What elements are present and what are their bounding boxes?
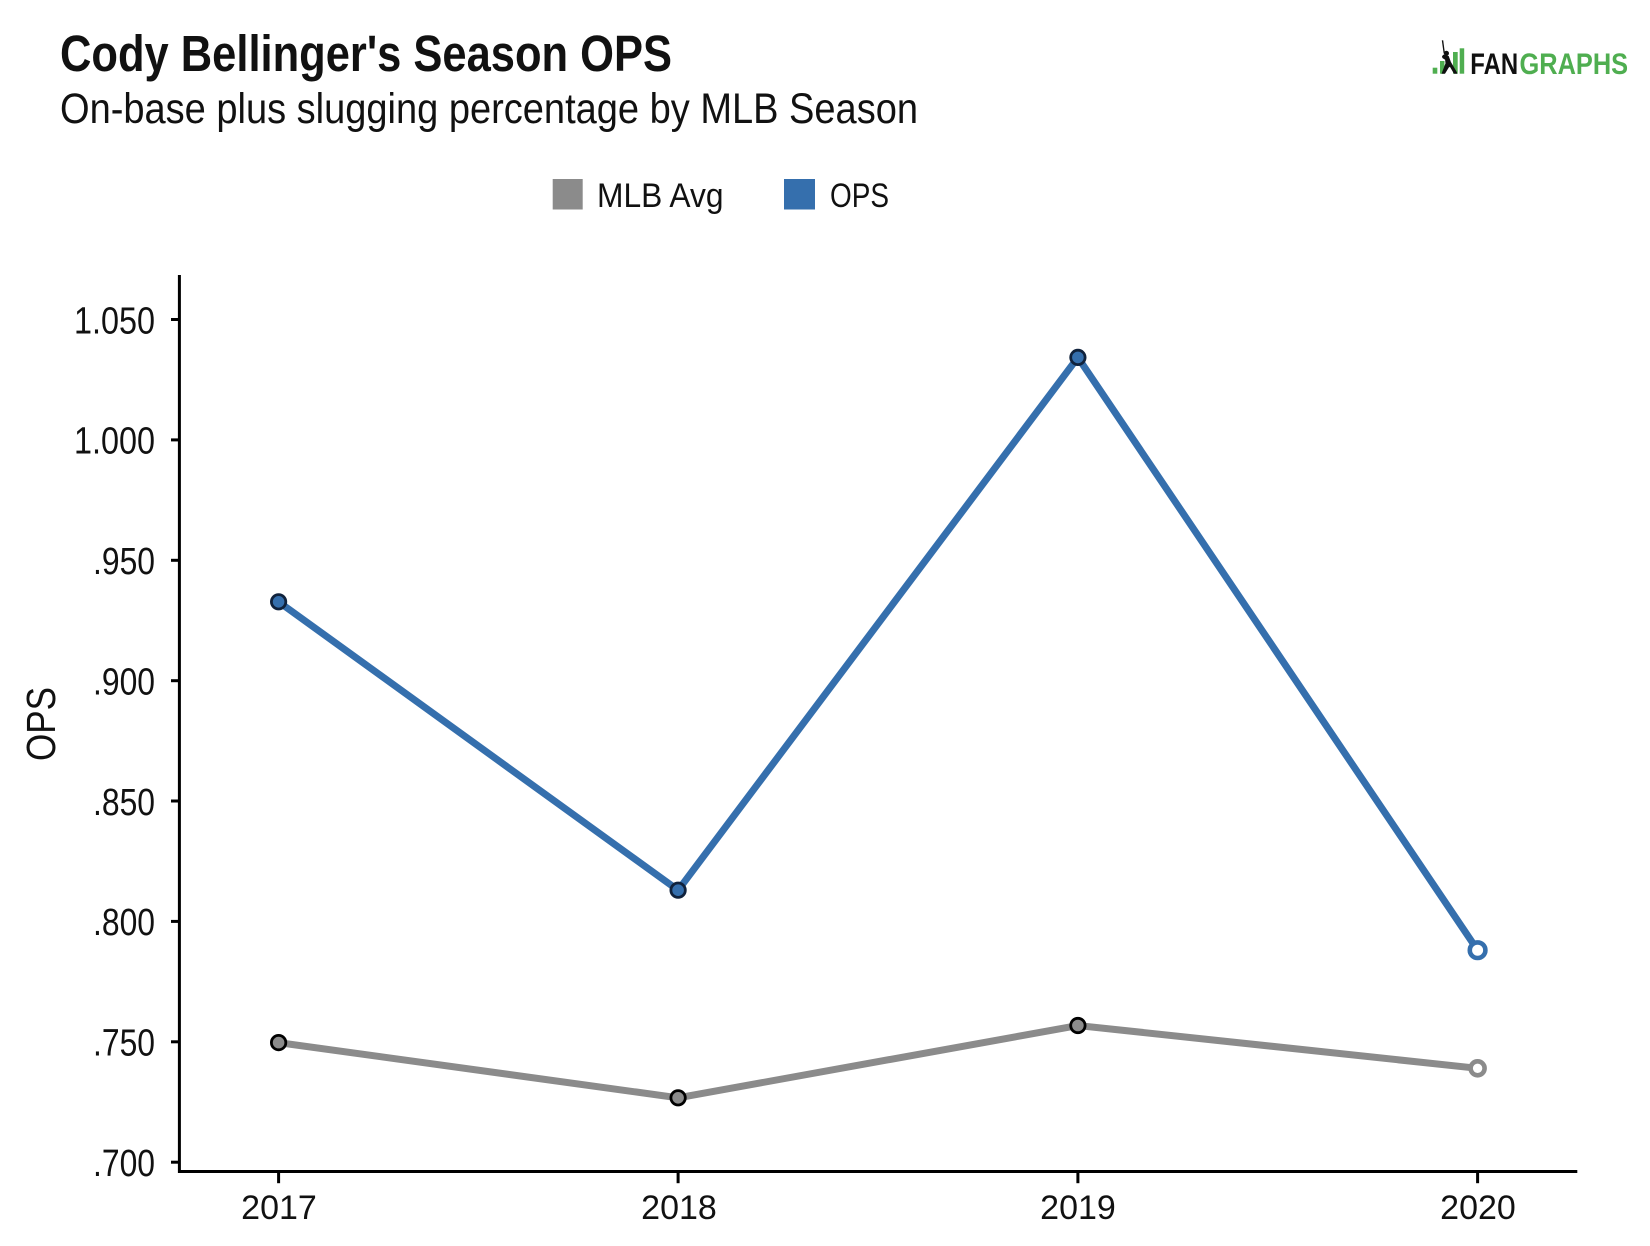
svg-text:FAN: FAN [1470, 48, 1518, 81]
svg-text:OPS: OPS [18, 687, 64, 761]
svg-text:Cody Bellinger's Season OPS: Cody Bellinger's Season OPS [60, 25, 672, 82]
svg-text:2020: 2020 [1440, 1189, 1516, 1227]
svg-text:GRAPHS: GRAPHS [1520, 48, 1629, 81]
svg-text:.950: .950 [93, 541, 155, 583]
svg-text:.850: .850 [93, 782, 155, 824]
svg-text:OPS: OPS [830, 177, 889, 215]
svg-text:On-base plus slugging percenta: On-base plus slugging percentage by MLB … [60, 85, 918, 133]
svg-text:2018: 2018 [641, 1189, 717, 1227]
svg-text:.900: .900 [93, 662, 155, 704]
svg-text:MLB Avg: MLB Avg [597, 177, 724, 215]
svg-text:.750: .750 [93, 1023, 155, 1065]
svg-text:1.000: 1.000 [74, 421, 155, 463]
svg-text:1.050: 1.050 [74, 300, 155, 342]
svg-text:.700: .700 [93, 1143, 155, 1185]
svg-text:2019: 2019 [1040, 1189, 1116, 1227]
svg-text:2017: 2017 [241, 1189, 317, 1227]
svg-text:.800: .800 [93, 902, 155, 944]
